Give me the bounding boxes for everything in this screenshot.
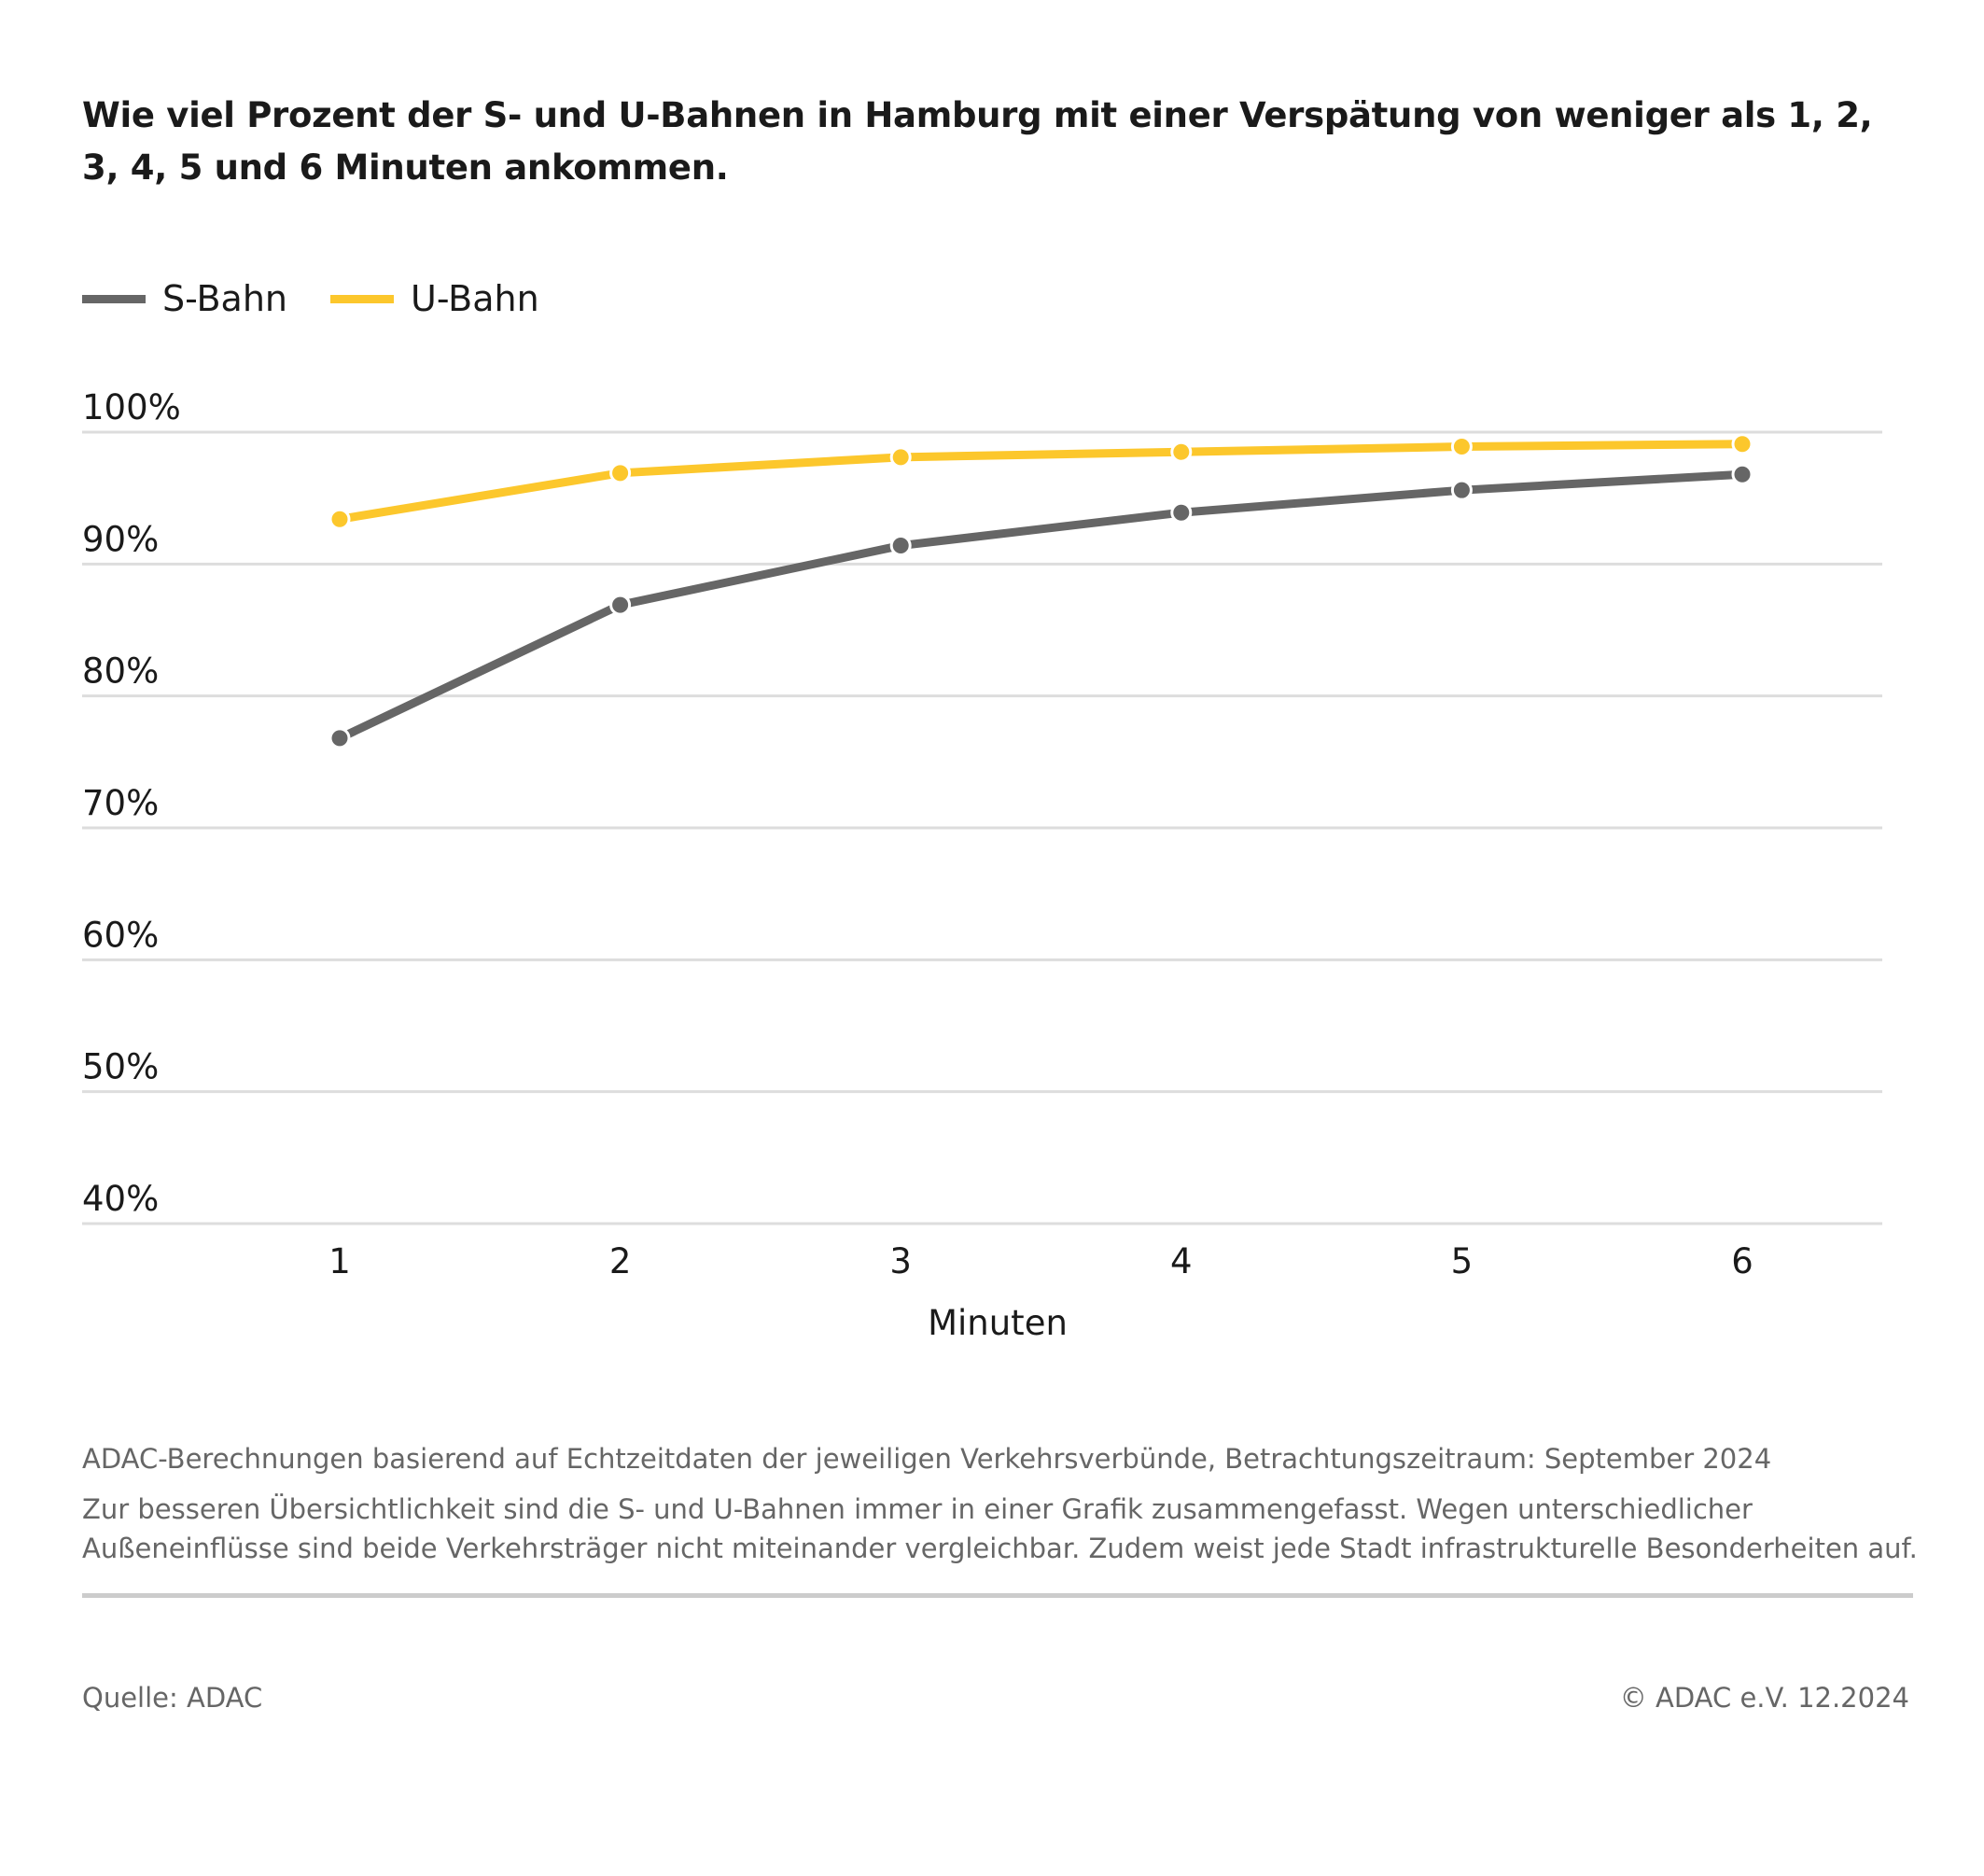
y-tick-label: 80% xyxy=(82,651,159,692)
data-point-s-bahn xyxy=(1450,479,1473,501)
chart-title: Wie viel Prozent der S- und U-Bahnen in … xyxy=(82,95,1873,188)
x-tick-label: 3 xyxy=(889,1241,912,1281)
x-axis-title: Minuten xyxy=(928,1303,1068,1343)
legend-label-u-bahn: U-Bahn xyxy=(411,278,539,319)
data-point-s-bahn xyxy=(889,535,912,557)
footnote-2: Zur besseren Übersichtlichkeit sind die … xyxy=(82,1493,1753,1525)
x-tick-label: 5 xyxy=(1451,1241,1474,1281)
copyright-label: © ADAC e.V. 12.2024 xyxy=(1619,1682,1909,1714)
legend-swatch-u-bahn xyxy=(330,294,395,303)
data-point-u-bahn xyxy=(889,446,912,469)
legend-item-u-bahn: U-Bahn xyxy=(330,278,539,319)
data-point-u-bahn xyxy=(609,462,632,484)
x-tick-label: 6 xyxy=(1731,1241,1753,1281)
y-tick-label: 90% xyxy=(82,519,159,559)
legend-label-s-bahn: S-Bahn xyxy=(162,278,288,319)
y-tick-label: 60% xyxy=(82,915,159,955)
line-chart: 40% 50% 60% 70% 80% 90% 100% 1 2 3 4 5 6 Minuten xyxy=(82,387,1882,1343)
footnote-3: Außeneinflüsse sind beide Verkehrsträger… xyxy=(82,1533,1918,1564)
x-tick-label: 4 xyxy=(1170,1241,1193,1281)
x-tick-label: 2 xyxy=(609,1241,632,1281)
y-tick-label: 70% xyxy=(82,783,159,823)
y-tick-label: 40% xyxy=(82,1179,159,1219)
data-point-u-bahn xyxy=(1170,441,1193,463)
series-line-u-bahn xyxy=(339,440,1743,524)
legend-swatch-s-bahn xyxy=(82,294,146,303)
data-point-s-bahn xyxy=(609,594,632,616)
series-line-s-bahn xyxy=(338,469,1743,742)
y-tick-label: 50% xyxy=(82,1047,159,1087)
y-tick-label: 100% xyxy=(82,387,181,427)
legend-item-s-bahn: S-Bahn xyxy=(82,278,287,319)
footnote-1: ADAC-Berechnungen basierend auf Echtzeit… xyxy=(82,1443,1772,1475)
data-point-s-bahn xyxy=(1170,501,1193,524)
data-point-u-bahn xyxy=(1450,436,1473,458)
legend: S-Bahn U-Bahn xyxy=(82,278,582,319)
x-tick-label: 1 xyxy=(328,1241,351,1281)
source-label: Quelle: ADAC xyxy=(82,1682,263,1714)
divider xyxy=(82,1593,1913,1598)
data-point-u-bahn xyxy=(328,508,351,530)
data-point-s-bahn xyxy=(328,727,351,749)
data-point-s-bahn xyxy=(1731,463,1753,485)
data-point-u-bahn xyxy=(1731,433,1753,455)
